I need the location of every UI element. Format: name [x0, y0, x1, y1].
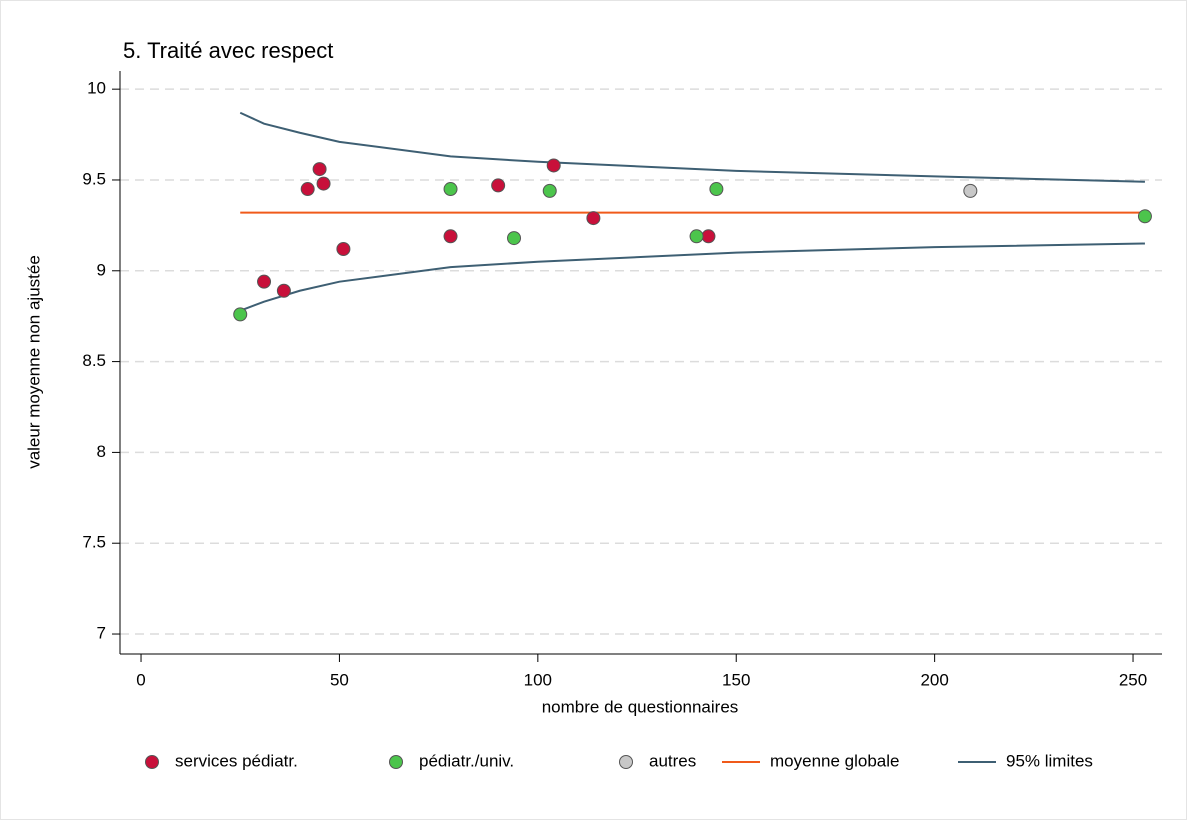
x-tick-label: 250 — [1119, 670, 1147, 689]
y-axis-label: valeur moyenne non ajustée — [24, 255, 43, 469]
x-tick-label: 200 — [920, 670, 948, 689]
legend-label: pédiatr./univ. — [419, 751, 514, 770]
point — [507, 231, 522, 246]
legend-label: 95% limites — [1006, 751, 1093, 770]
point — [586, 211, 601, 226]
point — [233, 307, 248, 322]
line — [239, 111, 1145, 183]
point — [336, 241, 351, 256]
legend-swatch — [389, 755, 403, 769]
x-axis-label: nombre de questionnaires — [542, 697, 739, 716]
legend-swatch — [145, 755, 159, 769]
x-tick-label: 100 — [524, 670, 552, 689]
chart-title: 5. Traité avec respect — [123, 38, 333, 63]
x-tick-label: 50 — [330, 670, 349, 689]
line — [239, 242, 1145, 312]
point — [963, 183, 978, 198]
point — [542, 183, 557, 198]
legend-label: autres — [649, 751, 696, 770]
point — [701, 229, 716, 244]
legend-swatch — [619, 755, 633, 769]
y-tick-label: 7 — [97, 624, 106, 643]
point — [443, 182, 458, 197]
y-tick-label: 8.5 — [82, 351, 106, 370]
point — [689, 229, 704, 244]
point — [491, 178, 506, 193]
legend-label: services pédiatr. — [175, 751, 298, 770]
point — [312, 162, 327, 177]
point — [316, 176, 331, 191]
y-tick-label: 10 — [87, 79, 106, 98]
point — [546, 158, 561, 173]
y-tick-label: 9 — [97, 260, 106, 279]
x-tick-label: 0 — [136, 670, 145, 689]
y-tick-label: 7.5 — [82, 533, 106, 552]
point — [300, 182, 315, 197]
y-tick-label: 8 — [97, 442, 106, 461]
point — [257, 274, 272, 289]
point — [276, 283, 291, 298]
y-tick-label: 9.5 — [82, 169, 106, 188]
point — [1137, 209, 1152, 224]
legend-label: moyenne globale — [770, 751, 899, 770]
point — [709, 182, 724, 197]
point — [443, 229, 458, 244]
x-tick-label: 150 — [722, 670, 750, 689]
